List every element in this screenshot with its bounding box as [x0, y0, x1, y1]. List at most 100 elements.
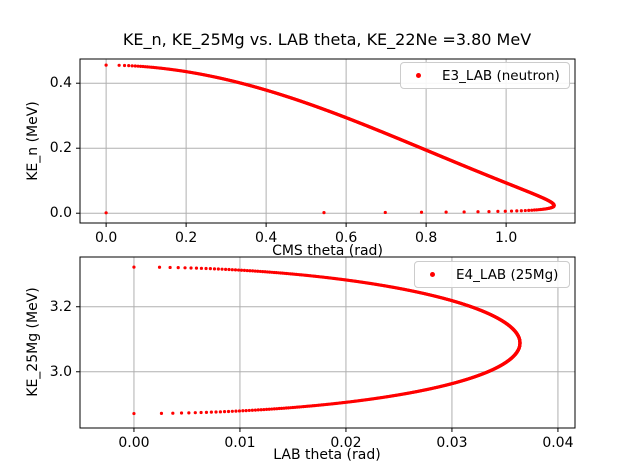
data-point: [462, 210, 466, 214]
data-point: [139, 64, 143, 68]
data-point: [251, 269, 255, 273]
data-point: [237, 409, 242, 413]
data-point: [282, 406, 286, 410]
data-point: [224, 267, 228, 271]
data-point: [171, 411, 175, 415]
data-point: [244, 409, 248, 413]
data-point: [263, 270, 267, 274]
x-tick-label: 0.03: [436, 435, 468, 451]
data-point: [159, 411, 164, 415]
x-tick-label: 0.6: [334, 230, 358, 246]
data-point: [212, 267, 217, 271]
data-point: [264, 407, 269, 411]
data-point: [322, 211, 326, 215]
data-point: [133, 64, 137, 68]
data-point: [256, 408, 260, 412]
data-point: [265, 270, 270, 274]
data-point: [199, 410, 203, 415]
data-point: [168, 265, 172, 270]
x-tick-label: 0.04: [542, 435, 574, 451]
data-point: [230, 409, 234, 413]
data-point: [236, 268, 241, 272]
data-point: [253, 408, 257, 412]
data-point: [496, 209, 500, 214]
bottom-plot-xlabel: LAB theta (rad): [273, 447, 381, 463]
data-point: [183, 266, 187, 270]
data-point: [532, 208, 536, 212]
data-point: [487, 209, 491, 214]
data-point: [509, 209, 514, 213]
data-point: [117, 63, 121, 67]
legend-marker-dot: [430, 272, 435, 277]
data-point: [268, 270, 272, 274]
data-point: [204, 266, 208, 271]
data-point: [104, 211, 108, 215]
data-point: [132, 411, 136, 416]
data-point: [136, 64, 140, 68]
data-point: [248, 269, 252, 273]
y-tick-label: 0.2: [49, 140, 72, 157]
data-point: [122, 63, 127, 68]
data-point: [272, 407, 276, 411]
data-point: [258, 269, 262, 274]
data-point: [247, 408, 251, 413]
data-point: [245, 268, 249, 273]
data-point: [104, 63, 108, 67]
data-point: [277, 406, 281, 411]
data-point: [262, 407, 266, 412]
data-point: [515, 209, 519, 213]
data-point: [444, 210, 448, 214]
data-point: [242, 268, 247, 272]
legend-marker-dot: [416, 73, 421, 78]
legend-label-neutron: E3_LAB (neutron): [442, 67, 560, 84]
data-point: [189, 266, 193, 270]
data-point: [176, 266, 180, 270]
x-tick-label: 0.0: [94, 230, 118, 246]
x-tick-label: 0.01: [224, 435, 256, 451]
data-point: [127, 64, 131, 68]
legend-top: E3_LAB (neutron): [400, 62, 570, 89]
data-point: [383, 210, 387, 215]
y-tick-label: 3.0: [49, 363, 72, 380]
data-point: [132, 265, 136, 269]
x-tick-label: 0.02: [330, 435, 362, 451]
plot-frame: [79, 256, 576, 429]
data-point: [193, 411, 197, 415]
data-point: [419, 210, 424, 214]
data-point: [535, 208, 539, 212]
data-point: [503, 209, 507, 213]
data-point: [527, 208, 531, 212]
data-point: [194, 266, 199, 270]
data-point: [214, 410, 218, 414]
data-point: [179, 411, 184, 415]
y-tick-label: 0.0: [49, 205, 72, 222]
data-point: [222, 410, 227, 414]
data-point: [267, 407, 271, 411]
x-tick-label: 0.4: [254, 230, 278, 246]
x-tick-label: 1.0: [494, 230, 518, 246]
data-point: [187, 411, 191, 415]
legend-bottom: E4_LAB (25Mg): [414, 261, 570, 288]
data-point: [256, 269, 260, 273]
x-tick-label: 0.8: [414, 230, 438, 246]
data-point: [239, 268, 244, 272]
data-point: [519, 209, 523, 213]
data-point: [216, 267, 220, 271]
data-point: [250, 408, 254, 412]
data-point: [261, 270, 265, 274]
x-tick-label: 0.2: [174, 230, 198, 246]
plot-frame: [79, 58, 576, 224]
data-point: [476, 210, 480, 214]
data-point: [275, 407, 279, 411]
data-point: [220, 267, 224, 271]
data-point: [241, 409, 245, 413]
x-tick-label: 0.00: [118, 435, 150, 451]
y-tick-label: 3.2: [49, 298, 72, 315]
data-point: [230, 268, 234, 272]
data-point: [157, 265, 162, 269]
data-point: [130, 64, 134, 68]
data-point: [204, 410, 209, 414]
data-point: [270, 407, 274, 411]
data-point: [199, 266, 204, 270]
